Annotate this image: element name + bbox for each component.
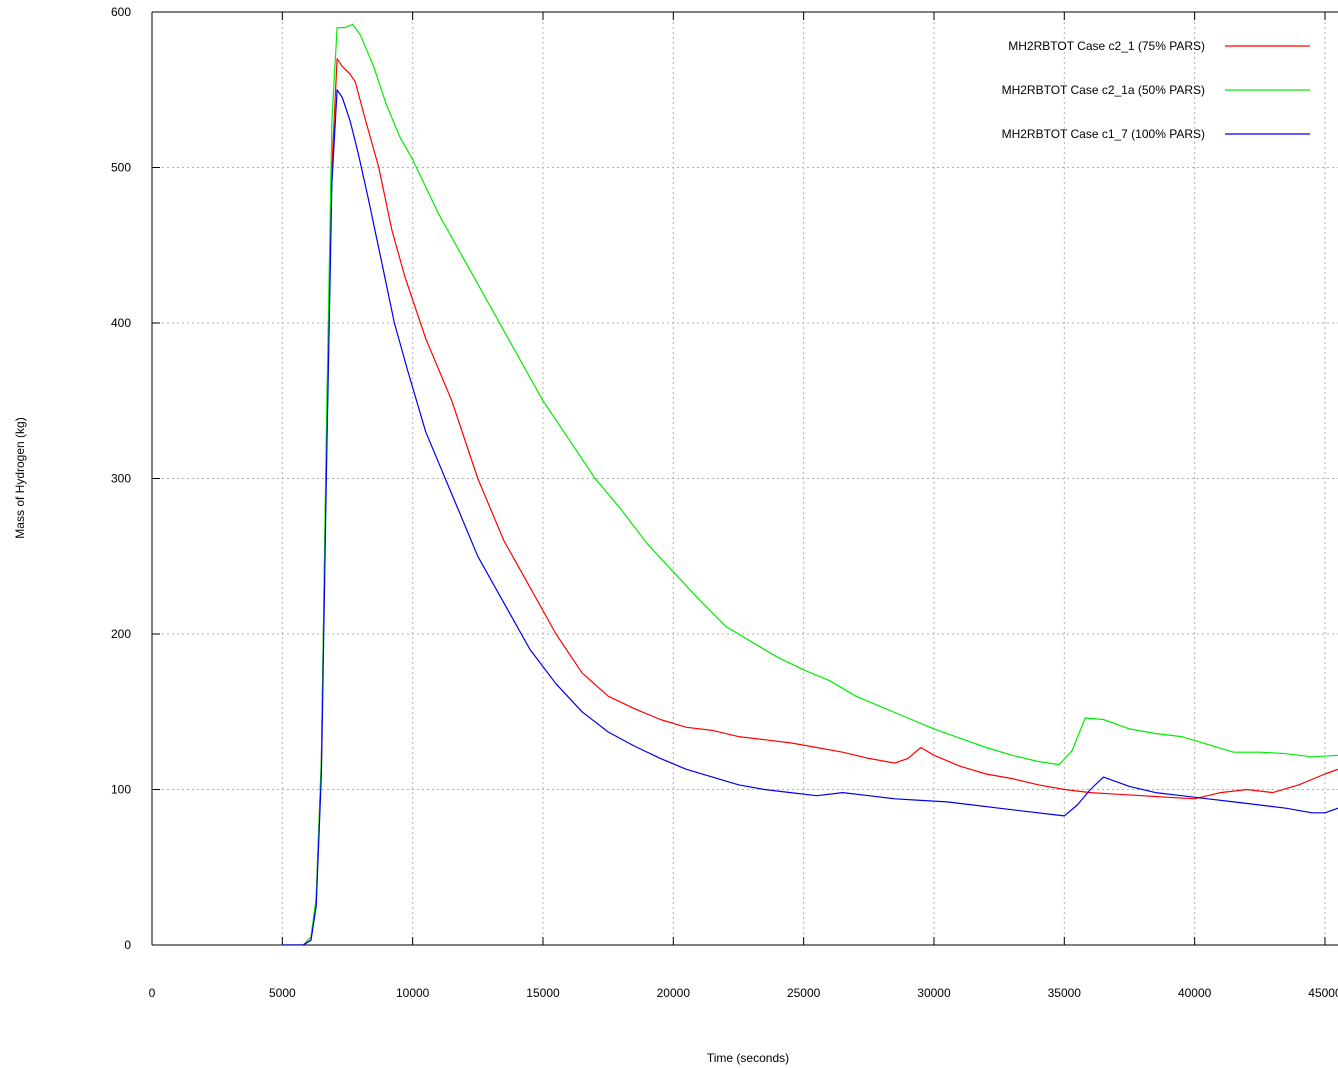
x-tick-label: 35000 bbox=[1048, 986, 1082, 1000]
x-tick-label: 5000 bbox=[269, 986, 296, 1000]
axes bbox=[151, 11, 1338, 946]
grid bbox=[152, 11, 1338, 945]
y-tick-label: 600 bbox=[111, 5, 131, 19]
series-line-1 bbox=[282, 23, 1338, 945]
legend: MH2RBTOT Case c2_1 (75% PARS) MH2RBTOT Ca… bbox=[1002, 39, 1310, 141]
y-tick-label: 400 bbox=[111, 316, 131, 330]
legend-label-2: MH2RBTOT Case c1_7 (100% PARS) bbox=[1002, 127, 1205, 141]
y-tick-label: 0 bbox=[124, 938, 131, 952]
legend-label-0: MH2RBTOT Case c2_1 (75% PARS) bbox=[1008, 39, 1205, 53]
tick-labels: 0 5000 10000 15000 20000 25000 30000 35000 40000… bbox=[111, 5, 1338, 1000]
y-tick-label: 200 bbox=[111, 627, 131, 641]
series-line-0 bbox=[282, 58, 1338, 945]
series-line-2 bbox=[282, 89, 1338, 945]
series-layer bbox=[282, 23, 1338, 945]
x-tick-label: 30000 bbox=[917, 986, 951, 1000]
y-axis-label: Mass of Hydrogen (kg) bbox=[13, 417, 27, 538]
x-tick-label: 20000 bbox=[657, 986, 691, 1000]
x-tick-label: 0 bbox=[149, 986, 156, 1000]
x-tick-label: 25000 bbox=[787, 986, 821, 1000]
y-tick-label: 100 bbox=[111, 783, 131, 797]
y-tick-label: 500 bbox=[111, 161, 131, 175]
legend-label-1: MH2RBTOT Case c2_1a (50% PARS) bbox=[1002, 83, 1205, 97]
x-tick-label: 40000 bbox=[1178, 986, 1212, 1000]
x-tick-label: 15000 bbox=[526, 986, 560, 1000]
x-tick-label: 10000 bbox=[396, 986, 430, 1000]
y-tick-label: 300 bbox=[111, 472, 131, 486]
x-axis-label: Time (seconds) bbox=[707, 1051, 789, 1065]
